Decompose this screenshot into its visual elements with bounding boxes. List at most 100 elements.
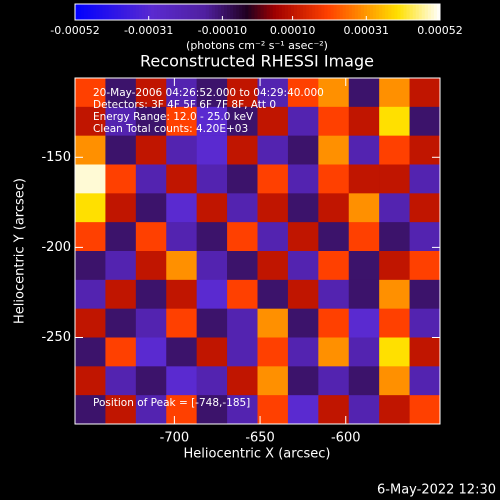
heatmap-cell	[257, 279, 289, 309]
heatmap-cell	[75, 251, 106, 281]
heatmap-cell	[348, 308, 380, 338]
colorbar-swatch	[184, 4, 189, 20]
colorbar-swatch	[266, 4, 271, 20]
colorbar-swatch	[154, 4, 158, 20]
heatmap-cell	[257, 222, 289, 252]
heatmap-cell	[348, 135, 380, 165]
colorbar-swatch	[163, 4, 167, 20]
colorbar-swatch	[251, 4, 255, 20]
heatmap-cell	[166, 135, 197, 165]
colorbar-swatch	[221, 4, 225, 20]
heatmap-cell	[135, 251, 167, 281]
heatmap-cell	[105, 222, 137, 252]
heatmap-cell	[166, 251, 197, 281]
heatmap-cell	[75, 308, 106, 338]
colorbar-swatch	[379, 4, 383, 20]
heatmap-cell	[105, 251, 137, 281]
heatmap-cell	[409, 366, 441, 396]
heatmap-cell	[287, 395, 319, 425]
colorbar-swatch	[312, 4, 316, 20]
heatmap-cell	[379, 106, 410, 136]
colorbar-swatch	[217, 4, 222, 20]
colorbar-swatch	[172, 4, 176, 20]
heatmap-cell	[166, 366, 197, 396]
heatmap-cell	[257, 308, 289, 338]
colorbar-swatch	[214, 4, 219, 20]
heatmap-cell	[196, 279, 228, 309]
heatmap-cell	[257, 337, 289, 367]
heatmap-cell	[318, 337, 350, 367]
heatmap-cell	[318, 395, 350, 425]
colorbar-swatch	[245, 4, 249, 20]
footer: 6-May-2022 12:30	[377, 483, 496, 498]
heatmap-cell	[135, 164, 167, 194]
heatmap-cell	[287, 78, 319, 108]
colorbar-swatch	[135, 4, 140, 20]
heatmap-cell	[196, 366, 228, 396]
colorbar-swatch	[102, 4, 106, 20]
heatmap-cell	[287, 164, 319, 194]
heatmap-cell	[348, 279, 380, 309]
heatmap-cell	[348, 251, 380, 281]
colorbar-swatch	[87, 4, 91, 20]
heatmap-cell	[196, 337, 228, 367]
heatmap-cell	[166, 337, 197, 367]
heatmap-cell	[379, 279, 410, 309]
heatmap-cell	[166, 279, 197, 309]
colorbar-swatch	[357, 4, 362, 20]
colorbar-swatch	[108, 4, 112, 20]
heatmap-cell	[409, 251, 441, 281]
colorbar-swatch	[151, 4, 155, 20]
colorbar-swatch	[373, 4, 377, 20]
colorbar-swatch	[160, 4, 164, 20]
colorbar-swatch	[321, 4, 325, 20]
colorbar-swatch	[123, 4, 128, 20]
colorbar-swatch	[260, 4, 265, 20]
colorbar-swatch	[193, 4, 198, 20]
colorbar-swatch	[421, 4, 426, 20]
heatmap-cell	[166, 164, 197, 194]
colorbar-swatch	[208, 4, 213, 20]
heatmap-cell	[379, 308, 410, 338]
heatmap-cell	[75, 395, 106, 425]
colorbar-swatch	[227, 4, 231, 20]
colorbar-swatch	[345, 4, 350, 20]
x-axis-label: Heliocentric X (arcsec)	[184, 447, 331, 462]
heatmap-cell	[348, 366, 380, 396]
heatmap-cell	[348, 337, 380, 367]
colorbar-frame	[74, 3, 441, 21]
colorbar-swatch	[400, 4, 404, 20]
colorbar-swatch	[202, 4, 207, 20]
colorbar-swatch	[99, 4, 103, 20]
colorbar-swatch	[175, 4, 179, 20]
annotation: 20-May-2006 04:26:52.000 to 04:29:40.000	[93, 87, 324, 99]
heatmap-cell	[135, 337, 167, 367]
annotation: Energy Range: 12.0 - 25.0 keV	[93, 111, 254, 123]
heatmap-cell	[105, 135, 137, 165]
heatmap-cell	[348, 106, 380, 136]
heatmap-cell	[227, 251, 258, 281]
x-tick-label: -700	[160, 431, 190, 446]
colorbar-swatch	[269, 4, 274, 20]
heatmap-cell	[196, 164, 228, 194]
heatmap-cell	[227, 337, 258, 367]
colorbar-swatch	[433, 4, 438, 20]
heatmap-cell	[75, 279, 106, 309]
heatmap-cell	[75, 222, 106, 252]
colorbar-swatch	[336, 4, 341, 20]
heatmap-cell	[379, 164, 410, 194]
colorbar-swatch	[294, 4, 298, 20]
heatmap-cell	[196, 395, 228, 425]
heatmap-cell	[105, 106, 137, 136]
heatmap-cell	[409, 78, 441, 108]
heatmap-cell	[318, 106, 350, 136]
heatmap-cell	[105, 193, 137, 223]
colorbar-swatch	[148, 4, 152, 20]
heatmap-cell	[348, 78, 380, 108]
heatmap-cell	[227, 135, 258, 165]
colorbar-label: (photons cm⁻² s⁻¹ asec⁻²)	[186, 39, 328, 52]
colorbar-swatch	[363, 4, 368, 20]
annotation: Position of Peak = [-748,-185]	[93, 397, 250, 409]
